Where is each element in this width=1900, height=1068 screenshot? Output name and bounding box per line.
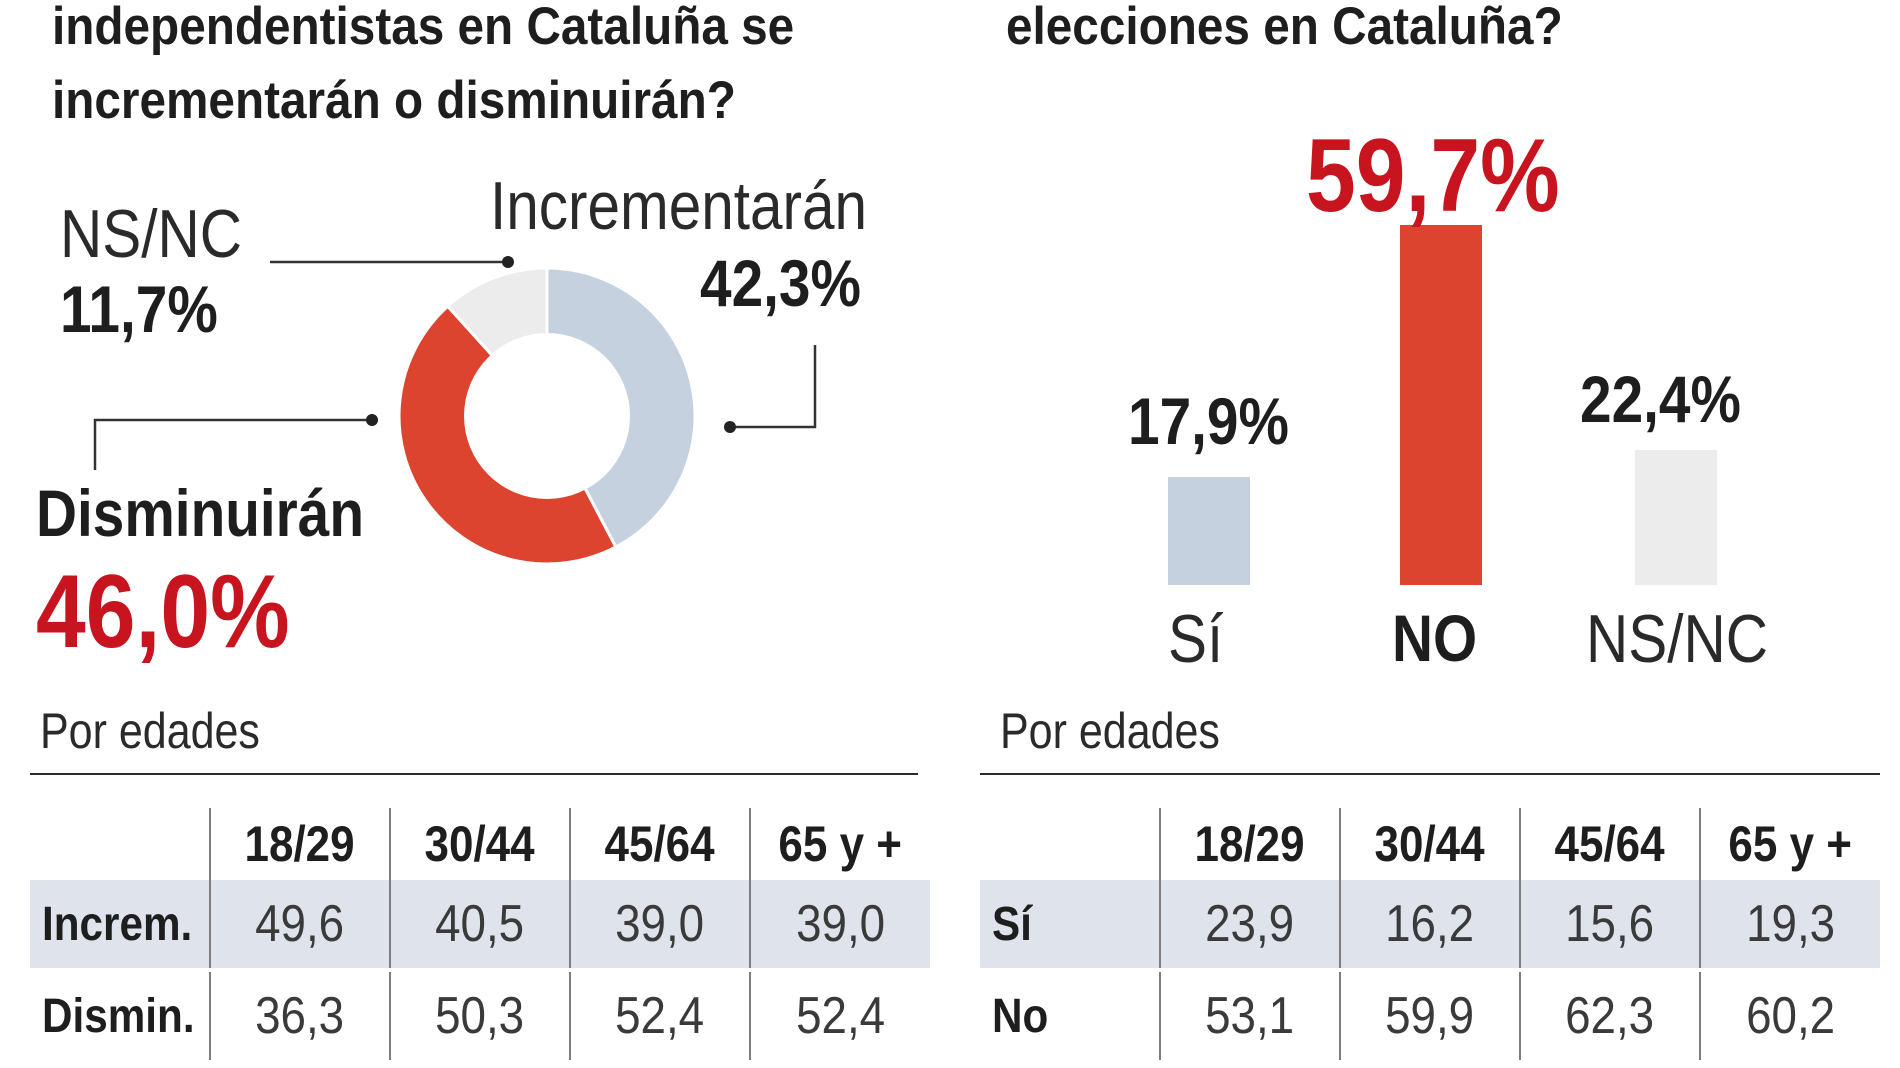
bar — [1400, 225, 1482, 585]
right-section-title: Por edades — [1000, 703, 1220, 759]
row-label: Sí — [980, 880, 1160, 972]
table-row: No 53,1 59,9 62,3 60,2 — [980, 970, 1880, 1060]
table-row: Sí 23,9 16,2 15,6 19,3 — [980, 880, 1880, 972]
donut-chart — [93, 256, 817, 566]
table-cell: 40,5 — [389, 880, 570, 972]
table-header-cell — [30, 808, 210, 880]
table-cell: 52,4 — [749, 970, 930, 1060]
table-cell: 39,0 — [569, 880, 750, 972]
table-cell: 50,3 — [389, 970, 570, 1060]
table-cell: 16,2 — [1339, 880, 1520, 972]
table-header-row: 18/29 30/44 45/64 65 y + — [980, 808, 1880, 880]
table-header-cell: 45/64 — [569, 808, 750, 880]
bar-ns-label: NS/NC — [1586, 601, 1768, 677]
leader-dot-dis — [366, 414, 378, 426]
row-label: No — [992, 989, 1049, 1043]
table-header-row: 18/29 30/44 45/64 65 y + — [30, 808, 930, 880]
bar — [1168, 477, 1250, 585]
bar-no-label: NO — [1392, 601, 1478, 675]
left-question-line1: independentistas en Cataluña se — [52, 0, 795, 56]
left-section-title: Por edades — [40, 703, 260, 759]
left-question-line2: incrementarán o disminuirán? — [52, 71, 736, 130]
table-cell: 62,3 — [1519, 970, 1700, 1060]
inc-pct: 42,3% — [700, 246, 861, 320]
leader-line-inc — [730, 345, 817, 429]
bar-no-value: 59,7% — [1306, 118, 1560, 234]
table-header-cell: 18/29 — [209, 808, 390, 880]
table-cell: 19,3 — [1699, 880, 1880, 972]
right-section-rule — [980, 773, 1880, 775]
table-header-cell: 18/29 — [1159, 808, 1340, 880]
leader-dot-inc — [724, 421, 736, 433]
bar-si-value: 17,9% — [1128, 384, 1289, 458]
left-section-rule — [30, 773, 918, 775]
ns-pct: 11,7% — [60, 272, 218, 346]
table-header-cell: 30/44 — [389, 808, 570, 880]
row-label: Increm. — [30, 880, 210, 972]
bar-si-label: Sí — [1168, 601, 1224, 677]
right-question-line1: elecciones en Cataluña? — [1006, 0, 1563, 56]
table-cell: 59,9 — [1339, 970, 1520, 1060]
right-age-table: 18/29 30/44 45/64 65 y + Sí 23,9 16,2 15… — [980, 808, 1880, 1060]
bars — [1168, 225, 1717, 585]
dis-label: Disminuirán — [36, 476, 365, 550]
donut-hole — [464, 333, 630, 499]
inc-label: Incrementarán — [490, 168, 868, 244]
dis-pct: 46,0% — [36, 554, 290, 670]
table-row: Dismin. 36,3 50,3 52,4 52,4 — [30, 970, 930, 1060]
table-cell: 39,0 — [749, 880, 930, 972]
table-cell: 53,1 — [1159, 970, 1340, 1060]
table-cell: 15,6 — [1519, 880, 1700, 972]
table-header-cell: 65 y + — [1699, 808, 1880, 880]
left-age-table: 18/29 30/44 45/64 65 y + Increm. 49,6 40… — [30, 808, 930, 1060]
row-label: Dismin. — [42, 989, 195, 1043]
bar-chart — [1168, 225, 1717, 585]
table-cell: 23,9 — [1159, 880, 1340, 972]
table-header-cell: 45/64 — [1519, 808, 1700, 880]
table-cell: 49,6 — [209, 880, 390, 972]
table-cell: 60,2 — [1699, 970, 1880, 1060]
table-header-cell: 30/44 — [1339, 808, 1520, 880]
table-header-cell: 65 y + — [749, 808, 930, 880]
ns-label: NS/NC — [60, 196, 242, 272]
table-cell: 52,4 — [569, 970, 750, 1060]
table-cell: 36,3 — [209, 970, 390, 1060]
bar-ns-value: 22,4% — [1580, 362, 1741, 436]
leader-dot-ns — [502, 256, 514, 268]
table-header-cell — [980, 808, 1160, 880]
table-row: Increm. 49,6 40,5 39,0 39,0 — [30, 880, 930, 972]
bar — [1635, 449, 1717, 585]
leader-line-dis — [93, 418, 372, 470]
